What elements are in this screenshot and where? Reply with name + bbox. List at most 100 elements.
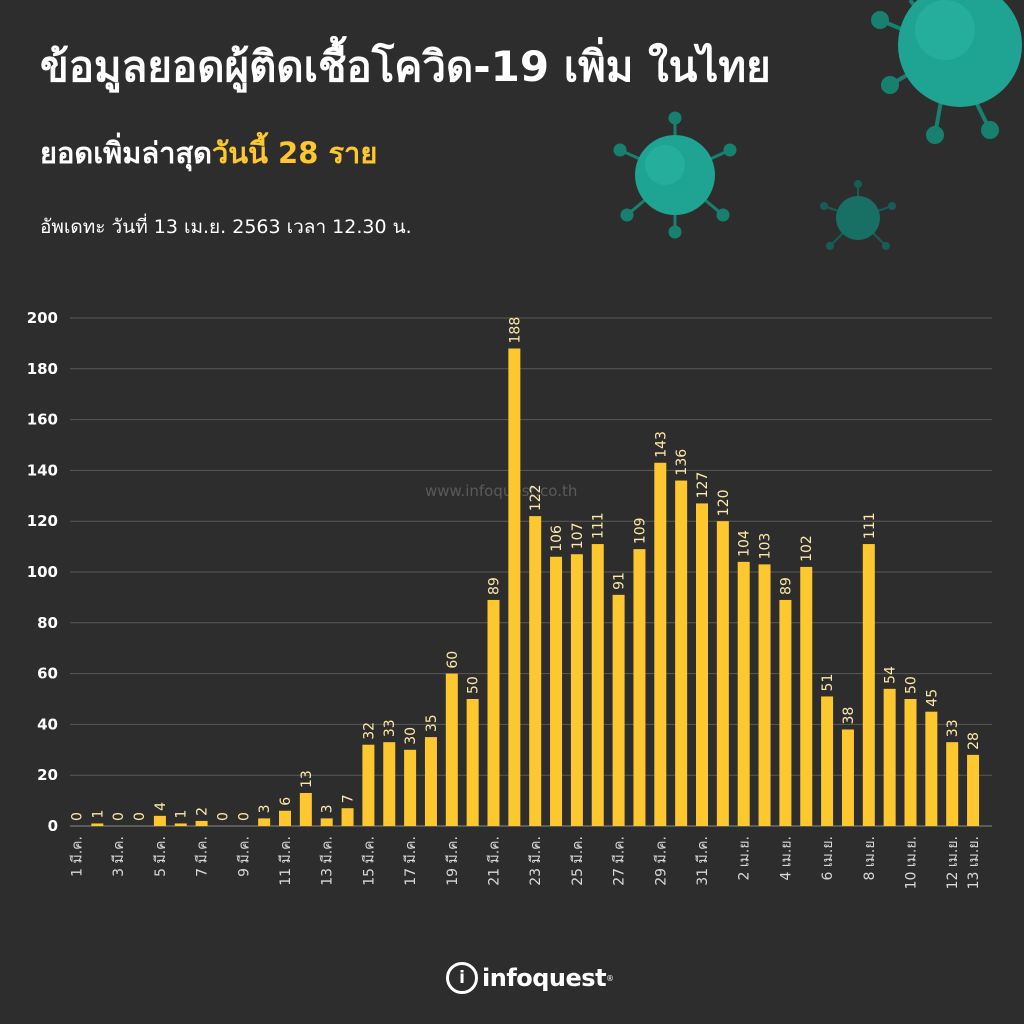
- x-tick-label: 13 เม.ย.: [966, 836, 982, 889]
- bar-value-label: 33: [945, 719, 961, 737]
- bar-value-label: 0: [70, 812, 86, 821]
- bar: [91, 823, 104, 826]
- bar-value-label: 6: [278, 797, 294, 806]
- bar: [279, 810, 291, 826]
- bar: [508, 348, 521, 826]
- bar-value-label: 33: [382, 719, 398, 737]
- x-tick-label: 3 มี.ค.: [111, 836, 127, 877]
- watermark-text: www.infoquest.co.th: [425, 482, 578, 500]
- bar-value-label: 38: [841, 707, 857, 725]
- x-tick-label: 9 มี.ค.: [236, 836, 252, 877]
- bar: [696, 503, 708, 826]
- bar-value-label: 122: [528, 484, 544, 511]
- y-tick-label: 40: [37, 715, 58, 733]
- bar-value-label: 102: [799, 535, 815, 562]
- bar-value-label: 30: [403, 727, 419, 745]
- bar: [737, 561, 750, 826]
- bar-value-label: 13: [299, 770, 315, 788]
- bar: [654, 462, 667, 826]
- x-tick-label: 6 เม.ย.: [820, 836, 836, 880]
- y-tick-label: 180: [27, 360, 58, 378]
- bar-value-label: 120: [716, 489, 732, 516]
- x-tick-label: 23 มี.ค.: [528, 836, 544, 886]
- bar-value-label: 109: [632, 517, 648, 544]
- bar-value-label: 104: [737, 530, 753, 557]
- y-tick-label: 120: [27, 512, 58, 530]
- bar-value-label: 188: [507, 317, 523, 344]
- bar: [967, 754, 980, 826]
- x-tick-label: 13 มี.ค.: [320, 836, 336, 886]
- bar-value-label: 136: [674, 449, 690, 476]
- bar-value-label: 91: [612, 572, 628, 590]
- bar-value-label: 4: [153, 802, 169, 811]
- bar: [821, 696, 834, 826]
- bar-value-label: 107: [570, 522, 586, 549]
- bar-value-label: 143: [653, 431, 669, 458]
- x-tick-label: 15 มี.ค.: [361, 836, 377, 886]
- bar: [404, 749, 417, 826]
- bar: [258, 818, 271, 826]
- x-tick-label: 11 มี.ค.: [278, 836, 294, 886]
- bar: [299, 792, 312, 826]
- bar: [153, 815, 166, 826]
- bar-value-label: 35: [424, 714, 440, 732]
- bar: [529, 516, 542, 826]
- bar-value-label: 0: [111, 812, 127, 821]
- bar: [904, 699, 917, 826]
- bar: [925, 711, 938, 826]
- bar: [883, 688, 896, 826]
- bar: [487, 599, 500, 826]
- bar-value-label: 3: [320, 804, 336, 813]
- x-tick-label: 12 เม.ย.: [945, 836, 961, 889]
- bar-value-label: 1: [174, 810, 190, 819]
- bar: [466, 699, 479, 826]
- x-tick-label: 2 เม.ย.: [737, 836, 753, 880]
- bar: [675, 480, 688, 826]
- bar: [195, 820, 208, 826]
- bar-value-label: 0: [132, 812, 148, 821]
- page-title: ข้อมูลยอดผู้ติดเชื้อโควิด-19 เพิ่ม ในไทย: [40, 42, 771, 91]
- bar-value-label: 106: [549, 525, 565, 552]
- bar-value-label: 50: [466, 676, 482, 694]
- y-tick-label: 60: [37, 665, 58, 683]
- y-tick-label: 0: [48, 817, 58, 835]
- bar-value-label: 111: [862, 512, 878, 539]
- x-tick-label: 25 มี.ค.: [570, 836, 586, 886]
- bar: [445, 673, 458, 826]
- virus-illustration-small-icon: [820, 180, 896, 250]
- bar: [779, 599, 792, 826]
- bar-value-label: 50: [904, 676, 920, 694]
- infoquest-logo: i infoquest ®: [446, 962, 614, 994]
- bar: [570, 554, 583, 826]
- bar: [341, 808, 354, 826]
- x-tick-label: 31 มี.ค.: [695, 836, 711, 886]
- update-timestamp: อัพเดทะ วันที่ 13 เม.ย. 2563 เวลา 12.30 …: [40, 216, 412, 238]
- x-tick-label: 5 มี.ค.: [153, 836, 169, 877]
- bar-value-label: 111: [591, 512, 607, 539]
- bar-value-label: 60: [445, 651, 461, 669]
- bar-value-label: 7: [341, 794, 357, 803]
- bar: [946, 742, 959, 826]
- bar-value-label: 32: [361, 722, 377, 740]
- bar-value-label: 45: [924, 689, 940, 707]
- bar: [174, 823, 187, 826]
- bar-value-label: 54: [883, 666, 899, 684]
- bar-value-label: 51: [820, 674, 836, 692]
- bar: [320, 818, 333, 826]
- virus-illustration-medium-icon: [613, 111, 737, 239]
- x-tick-label: 7 มี.ค.: [195, 836, 211, 877]
- y-tick-label: 200: [27, 309, 58, 327]
- bar-value-label: 0: [236, 812, 252, 821]
- virus-illustration-large-icon: [871, 0, 1022, 144]
- bar: [550, 556, 563, 826]
- bar: [758, 564, 771, 826]
- bar-value-label: 2: [195, 807, 211, 816]
- bar-value-label: 89: [487, 577, 503, 595]
- bar-value-label: 1: [90, 810, 106, 819]
- bar: [841, 729, 854, 826]
- x-tick-label: 29 มี.ค.: [653, 836, 669, 886]
- x-tick-label: 19 มี.ค.: [445, 836, 461, 886]
- x-tick-label: 1 มี.ค.: [70, 836, 86, 877]
- infoquest-logo-mark-icon: i: [446, 962, 478, 994]
- bar-value-label: 28: [966, 732, 982, 750]
